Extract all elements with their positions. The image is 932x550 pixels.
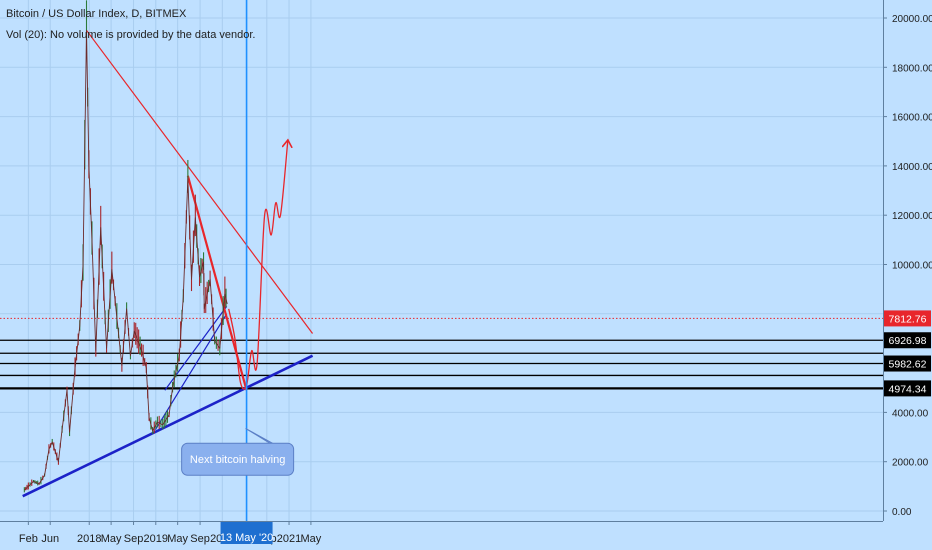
y-tick-label: 16000.00 [892,113,932,124]
x-tick-label: 2018 [77,533,101,545]
chart-title: Bitcoin / US Dollar Index, D, BITMEX [6,8,187,20]
callout-text: Next bitcoin halving [190,454,285,466]
callout-box [181,442,295,476]
x-tick-label: May [301,533,322,545]
y-tick-label: 12000.00 [892,211,932,222]
y-tick-label: 14000.00 [892,162,932,173]
level-label: 6926.98 [889,335,927,347]
gridlines [0,0,883,521]
level-label: 5982.62 [889,359,927,371]
y-tick-label: 20000.00 [892,14,932,25]
level-label: 7812.76 [889,313,927,325]
x-tick-label: Sep [190,533,210,545]
x-tick-label: May [167,533,188,545]
levels [0,317,883,390]
x-tick-label: Jun [41,533,59,545]
x-tick-label: 2021 [277,533,301,545]
x-tick-label: Feb [19,533,38,545]
x-tick-label: May [101,533,122,545]
y-tick-label: 10000.00 [892,261,932,272]
level-label-box [884,355,931,372]
x-axis: FebJun2018MaySep2019MaySep2020Sep2021May [19,521,322,545]
trendline-red-resistance-long [86,29,314,334]
level-labels: 7812.76 6926.98 5982.62 4974.34 [884,310,931,397]
halving-date-badge [220,522,273,544]
y-tick-label: 18000.00 [892,63,932,74]
y-tick-label: 4000.00 [892,408,929,419]
halving-date-label: 13 May '20 [220,532,273,544]
trendlines [22,29,314,498]
x-tick-label: 2019 [144,533,168,545]
trendline-blue-support-long [22,354,314,498]
x-tick-label: Sep [124,533,144,545]
level-label: 4974.34 [889,383,927,395]
projection-path [228,141,288,390]
price-series-line [24,29,228,491]
level-label-box [884,310,931,327]
y-tick-label: 2000.00 [892,458,929,469]
y-tick-label: 0.00 [892,507,912,518]
trendline-blue-channel-lower [154,313,228,430]
volume-note: Vol (20): No volume is provided by the d… [6,29,256,41]
level-label-box [884,380,931,397]
y-axis: 20000.00 18000.00 16000.00 14000.00 12000.00… [883,14,932,518]
level-label-box [884,332,931,349]
price-candles [23,0,227,493]
